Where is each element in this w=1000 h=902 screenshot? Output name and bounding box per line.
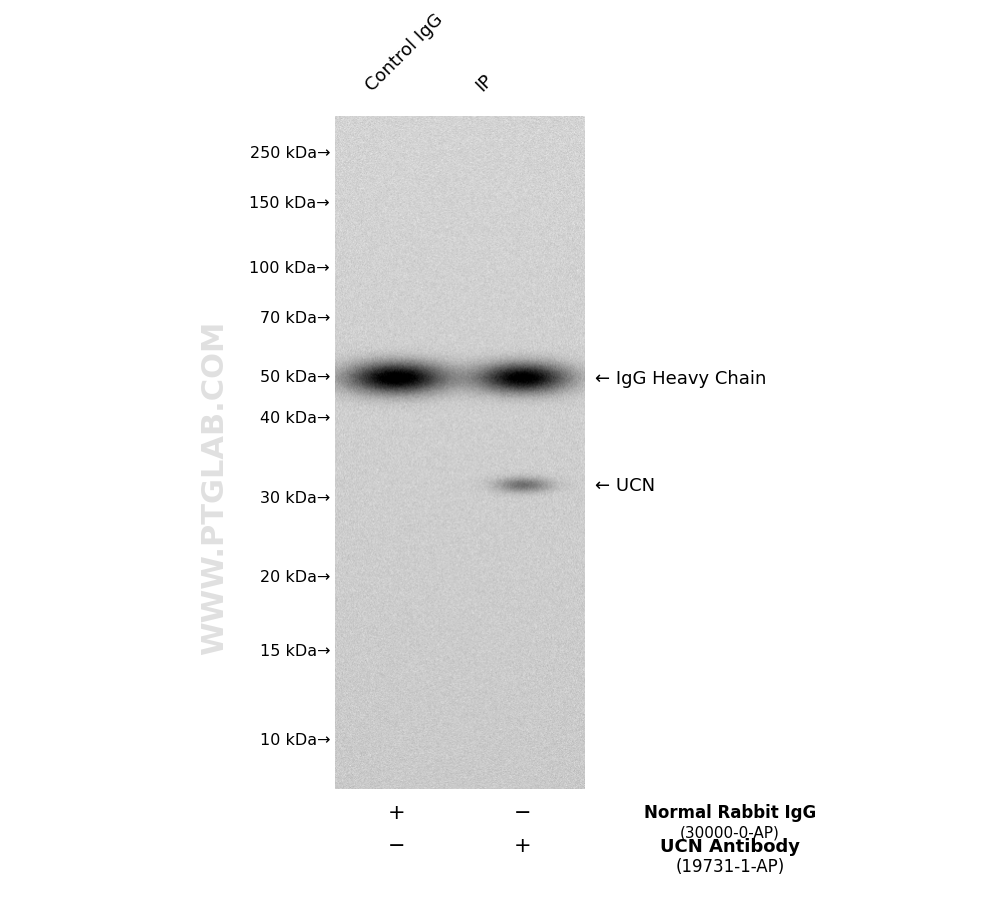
Text: (19731-1-AP): (19731-1-AP) <box>675 857 785 875</box>
Text: IP: IP <box>472 70 496 95</box>
Text: UCN Antibody: UCN Antibody <box>660 837 800 855</box>
Text: ← UCN: ← UCN <box>595 476 655 494</box>
Text: 50 kDa→: 50 kDa→ <box>260 370 330 384</box>
Text: 30 kDa→: 30 kDa→ <box>260 491 330 505</box>
Text: +: + <box>388 802 406 822</box>
Text: 250 kDa→: 250 kDa→ <box>250 146 330 161</box>
Text: −: − <box>388 835 406 855</box>
Text: Normal Rabbit IgG: Normal Rabbit IgG <box>644 803 816 821</box>
Text: +: + <box>514 835 532 855</box>
Text: 20 kDa→: 20 kDa→ <box>260 570 330 584</box>
Text: (30000-0-AP): (30000-0-AP) <box>680 824 780 839</box>
Text: 70 kDa→: 70 kDa→ <box>260 311 330 326</box>
Text: Control IgG: Control IgG <box>362 11 447 95</box>
Text: 150 kDa→: 150 kDa→ <box>249 196 330 210</box>
Text: 40 kDa→: 40 kDa→ <box>260 411 330 426</box>
Text: 10 kDa→: 10 kDa→ <box>260 732 330 747</box>
Text: −: − <box>514 802 532 822</box>
Text: 15 kDa→: 15 kDa→ <box>260 644 330 658</box>
Text: 100 kDa→: 100 kDa→ <box>249 261 330 275</box>
Text: ← IgG Heavy Chain: ← IgG Heavy Chain <box>595 370 766 388</box>
Text: WWW.PTGLAB.COM: WWW.PTGLAB.COM <box>200 320 230 654</box>
